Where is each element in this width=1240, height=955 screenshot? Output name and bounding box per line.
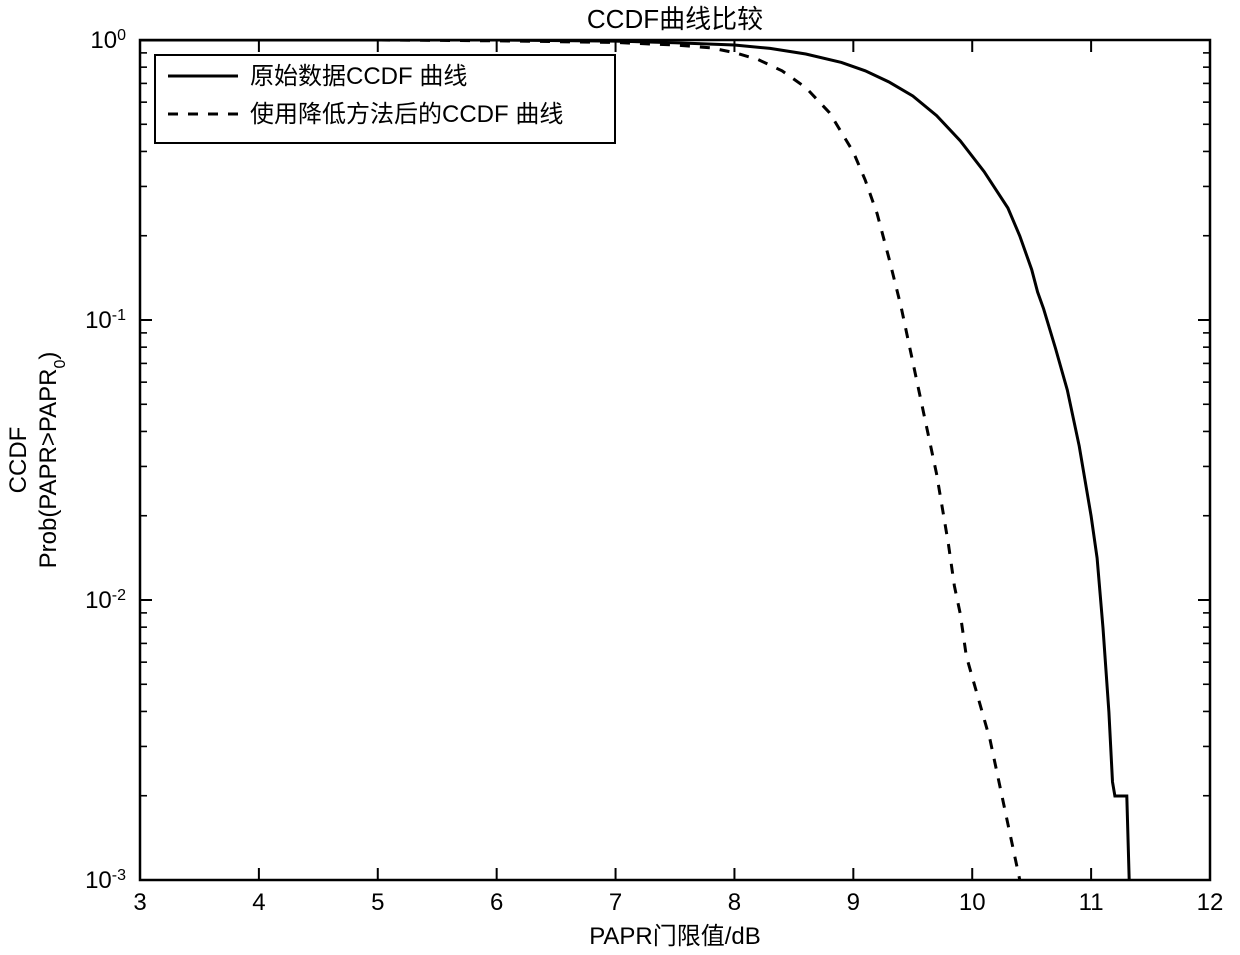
legend-label-reduced: 使用降低方法后的CCDF 曲线 [250, 101, 563, 128]
xtick-label: 8 [728, 889, 741, 916]
xtick-label: 3 [133, 889, 146, 916]
xtick-label: 9 [847, 889, 860, 916]
xtick-label: 7 [609, 889, 622, 916]
xtick-label: 4 [252, 889, 265, 916]
legend-label-original: 原始数据CCDF 曲线 [250, 63, 467, 90]
xtick-label: 12 [1197, 889, 1224, 916]
x-axis-label: PAPR门限值/dB [589, 923, 761, 950]
xtick-label: 11 [1079, 889, 1104, 916]
y-axis-label: CCDFProb(PAPR>PAPR0) [5, 352, 69, 569]
xtick-label: 5 [371, 889, 384, 916]
ccdf-chart: CCDF曲线比较 3 4 5 6 7 8 9 10 11 12 10-3 10-2 10-1 100 PAPR… [0, 0, 1240, 955]
plot-frame [140, 40, 1210, 880]
ytick-label: 10-1 [85, 307, 126, 335]
xtick-label: 10 [959, 889, 986, 916]
ytick-label: 100 [90, 27, 126, 55]
xtick-label: 6 [490, 889, 503, 916]
series-original [140, 40, 1129, 880]
ytick-label: 10-2 [85, 587, 126, 615]
ytick-label: 10-3 [85, 867, 126, 895]
chart-container: CCDF曲线比较 3 4 5 6 7 8 9 10 11 12 10-3 10-2 10-1 100 PAPR… [0, 0, 1240, 955]
series-reduced [140, 40, 1020, 880]
chart-title: CCDF曲线比较 [587, 4, 763, 34]
